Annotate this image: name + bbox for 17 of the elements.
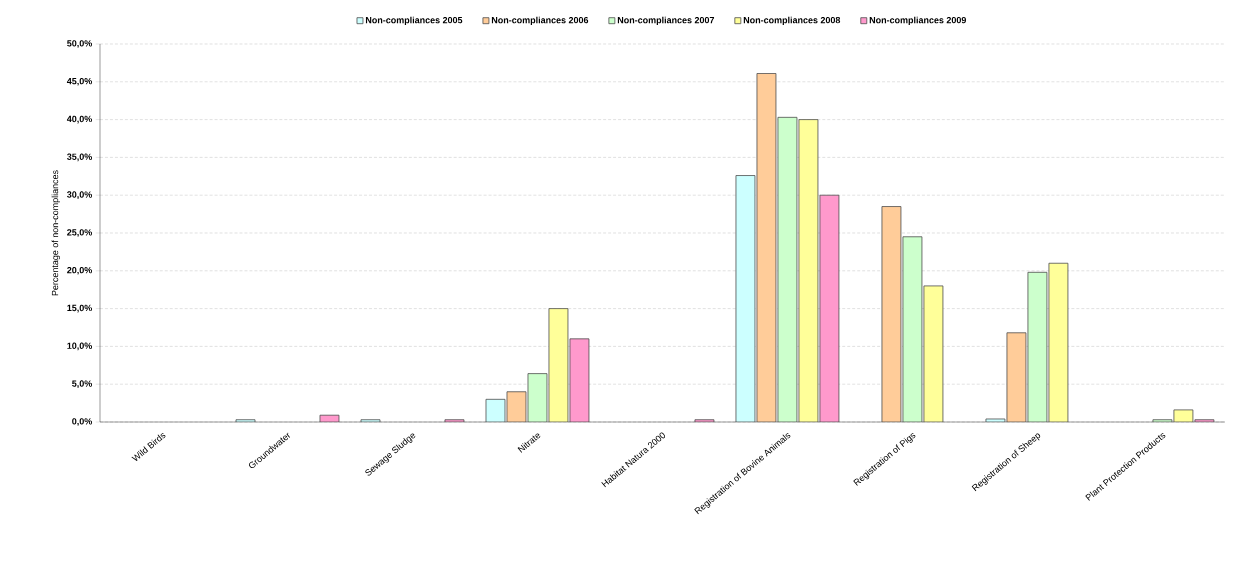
y-tick-label: 15,0% — [67, 304, 92, 313]
y-axis-title: Percentage of non-compliances — [51, 170, 60, 296]
y-tick-label: 20,0% — [67, 266, 92, 275]
y-tick-label: 0,0% — [72, 418, 92, 426]
y-tick-label: 10,0% — [67, 342, 92, 351]
legend-label: Non-compliances 2005 — [365, 16, 463, 26]
y-tick-label: 50,0% — [67, 40, 92, 48]
y-tick-label: 35,0% — [67, 153, 92, 162]
y-tick-label: 25,0% — [67, 229, 92, 237]
legend-label: Non-compliances 2009 — [869, 16, 967, 26]
legend-label: Non-compliances 2006 — [491, 16, 589, 26]
legend-label: Non-compliances 2008 — [743, 16, 841, 26]
legend-label: Non-compliances 2007 — [617, 16, 715, 26]
y-tick-label: 40,0% — [66, 115, 92, 124]
y-tick-label: 5,0% — [72, 380, 92, 389]
y-tick-label: 30,0% — [67, 191, 92, 200]
y-tick-label: 45,0% — [66, 77, 92, 86]
